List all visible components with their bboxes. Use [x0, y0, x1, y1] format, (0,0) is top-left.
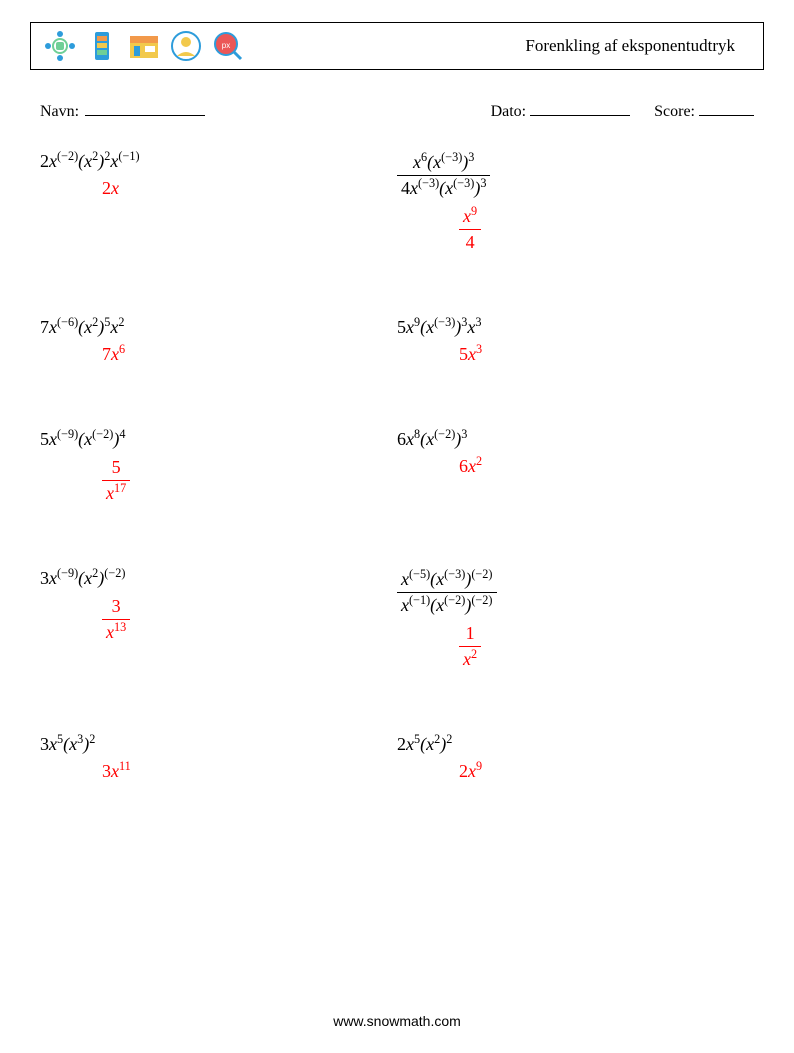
- problem-9: 3x5(x3)2 3x11: [40, 734, 397, 782]
- answer-expression: 5x3: [397, 344, 754, 365]
- answer-expression: 2x: [40, 178, 397, 199]
- question-expression: 5x9(x(−3))3x3: [397, 317, 754, 338]
- question-expression: 2x5(x2)2: [397, 734, 754, 755]
- header-box: px Forenkling af eksponentudtryk: [30, 22, 764, 70]
- question-expression: x(−5)(x(−3))(−2)x(−1)(x(−2))(−2): [397, 568, 754, 616]
- answer-expression: 7x6: [40, 344, 397, 365]
- network-icon: [43, 29, 77, 63]
- problem-1: 2x(−2)(x2)2x(−1) 2x: [40, 151, 397, 253]
- name-field: Navn:: [40, 100, 205, 121]
- answer-expression: 5x17: [40, 456, 397, 504]
- user-icon: [169, 29, 203, 63]
- question-expression: 2x(−2)(x2)2x(−1): [40, 151, 397, 172]
- question-expression: x6(x(−3))34x(−3)(x(−3))3: [397, 151, 754, 199]
- problem-8: x(−5)(x(−3))(−2)x(−1)(x(−2))(−2) 1x2: [397, 568, 754, 670]
- answer-expression: 6x2: [397, 456, 754, 477]
- problem-4: 5x9(x(−3))3x3 5x3: [397, 317, 754, 365]
- problem-6: 6x8(x(−2))3 6x2: [397, 429, 754, 504]
- score-label: Score:: [654, 103, 695, 120]
- date-label: Dato:: [491, 103, 527, 120]
- problem-7: 3x(−9)(x2)(−2) 3x13: [40, 568, 397, 670]
- name-label: Navn:: [40, 103, 79, 121]
- phone-icon: [85, 29, 119, 63]
- question-expression: 3x5(x3)2: [40, 734, 397, 755]
- question-expression: 3x(−9)(x2)(−2): [40, 568, 397, 589]
- date-blank[interactable]: [530, 100, 630, 116]
- problem-3: 7x(−6)(x2)5x2 7x6: [40, 317, 397, 365]
- problem-10: 2x5(x2)2 2x9: [397, 734, 754, 782]
- question-expression: 6x8(x(−2))3: [397, 429, 754, 450]
- page-title: Forenkling af eksponentudtryk: [525, 36, 751, 56]
- problem-2: x6(x(−3))34x(−3)(x(−3))3 x94: [397, 151, 754, 253]
- shop-icon: [127, 29, 161, 63]
- footer-url: www.snowmath.com: [0, 1013, 794, 1029]
- icon-row: px: [43, 29, 245, 63]
- meta-row: Navn: Dato: Score:: [30, 94, 764, 121]
- question-expression: 7x(−6)(x2)5x2: [40, 317, 397, 338]
- answer-expression: 3x13: [40, 595, 397, 643]
- svg-text:px: px: [222, 41, 230, 50]
- question-expression: 5x(−9)(x(−2))4: [40, 429, 397, 450]
- answer-expression: x94: [397, 205, 754, 253]
- answer-expression: 1x2: [397, 622, 754, 670]
- score-blank[interactable]: [699, 100, 754, 116]
- answer-expression: 3x11: [40, 761, 397, 782]
- name-blank[interactable]: [85, 100, 205, 116]
- search-badge-icon: px: [211, 29, 245, 63]
- date-field: Dato:: [491, 100, 631, 121]
- answer-expression: 2x9: [397, 761, 754, 782]
- problems-grid: 2x(−2)(x2)2x(−1) 2xx6(x(−3))34x(−3)(x(−3)…: [30, 151, 764, 782]
- score-field: Score:: [654, 100, 754, 121]
- problem-5: 5x(−9)(x(−2))4 5x17: [40, 429, 397, 504]
